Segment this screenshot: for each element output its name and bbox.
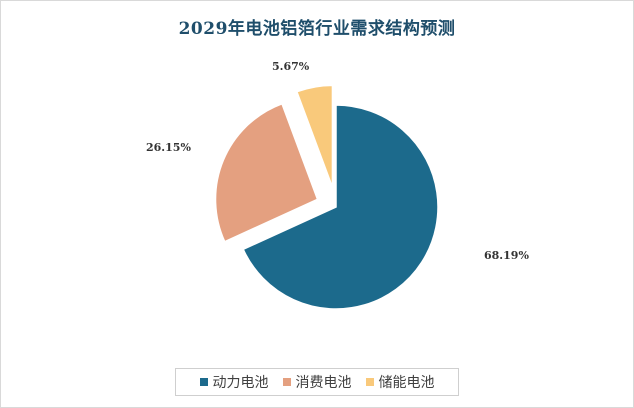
legend-swatch-consumer: [282, 378, 291, 386]
legend-item-power: 动力电池: [199, 372, 269, 392]
slice-power: [242, 104, 439, 310]
legend-swatch-storage: [365, 378, 374, 386]
legend-item-consumer: 消费电池: [282, 372, 352, 392]
legend-item-storage: 储能电池: [365, 372, 435, 392]
legend-label-storage: 储能电池: [378, 375, 435, 391]
data-label-storage: 5.67%: [272, 60, 310, 73]
legend-label-power: 动力电池: [212, 375, 269, 391]
legend-swatch-power: [199, 378, 208, 386]
slice-consumer: [214, 102, 319, 243]
data-label-consumer: 26.15%: [146, 141, 191, 154]
legend: 动力电池 消费电池 储能电池: [175, 368, 459, 396]
data-label-power: 68.19%: [484, 249, 529, 262]
slice-storage: [295, 84, 334, 188]
chart-title: 2029年电池铝箔行业需求结构预测: [178, 19, 456, 39]
legend-label-consumer: 消费电池: [295, 375, 352, 391]
